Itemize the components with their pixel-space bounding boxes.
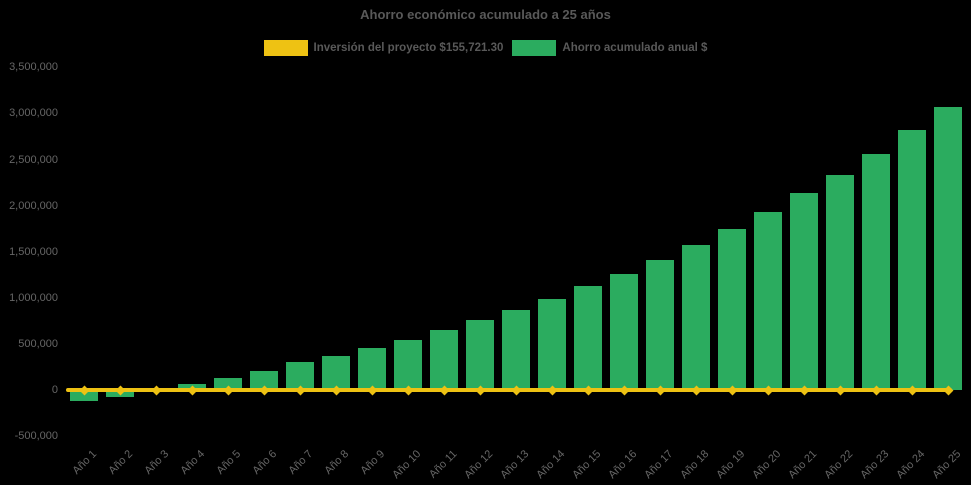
bar-ano-25[interactable] (934, 106, 962, 390)
y-axis-tick-label-1000000: 1,000,000 (9, 291, 58, 304)
x-axis-label-ano-2: Año 2 (106, 448, 136, 477)
bar-ano-10[interactable] (394, 339, 422, 390)
bar-ano-17[interactable] (646, 259, 674, 390)
line-marker-ano-3-icon[interactable] (151, 385, 161, 395)
bar-ano-6[interactable] (250, 370, 278, 390)
x-axis-label-ano-14: Año 14 (534, 448, 568, 482)
bar-ano-5[interactable] (214, 378, 242, 390)
bar-ano-15[interactable] (574, 285, 602, 390)
legend-label-savings: Ahorro acumulado anual $ (562, 42, 708, 54)
y-axis-tick-label-0: 0 (51, 384, 58, 396)
bar-ano-14[interactable] (538, 298, 566, 390)
x-axis-label-ano-9: Año 9 (358, 448, 388, 477)
y-axis-tick-label-2000000: 2,000,000 (9, 199, 58, 212)
x-axis-label-ano-16: Año 16 (606, 448, 640, 482)
legend-label-investment: Inversión del proyecto $155,721.30 (313, 42, 504, 54)
x-axis-label-ano-18: Año 18 (678, 448, 712, 482)
x-axis-label-ano-7: Año 7 (286, 448, 316, 477)
x-axis-label-ano-11: Año 11 (426, 448, 460, 481)
legend-swatch-savings-icon (512, 40, 557, 56)
x-axis-label-ano-13: Año 13 (498, 448, 532, 482)
bar-ano-13[interactable] (502, 309, 530, 390)
bar-ano-9[interactable] (358, 348, 386, 390)
x-axis-label-ano-1: Año 1 (70, 448, 100, 477)
x-axis-label-ano-10: Año 10 (390, 448, 424, 482)
bar-ano-21[interactable] (790, 192, 818, 390)
x-axis-label-ano-15: Año 15 (570, 448, 604, 482)
legend: Inversión del proyecto $155,721.30 Ahorr… (0, 40, 971, 56)
bar-ano-20[interactable] (754, 211, 782, 390)
x-axis-label-ano-23: Año 23 (858, 448, 892, 482)
investment-line (66, 388, 952, 392)
y-axis-tick-label--500000: -500,000 (14, 430, 58, 443)
legend-item-savings[interactable]: Ahorro acumulado anual $ (512, 40, 707, 56)
x-axis-label-ano-3: Año 3 (142, 448, 172, 477)
x-axis-label-ano-6: Año 6 (250, 448, 280, 477)
x-axis-label-ano-8: Año 8 (322, 448, 352, 477)
bar-ano-23[interactable] (862, 153, 890, 390)
chart-title: Ahorro económico acumulado a 25 años (360, 7, 611, 22)
bar-ano-24[interactable] (898, 130, 926, 390)
y-axis-tick-label-500000: 500,000 (18, 337, 58, 350)
bar-ano-16[interactable] (610, 273, 638, 390)
x-axis-label-ano-24: Año 24 (894, 448, 928, 482)
bar-ano-12[interactable] (466, 319, 494, 390)
x-axis-label-ano-22: Año 22 (822, 448, 856, 482)
x-axis-label-ano-5: Año 5 (214, 448, 244, 477)
x-axis-label-ano-25: Año 25 (930, 448, 964, 482)
x-axis-label-ano-20: Año 20 (750, 448, 784, 482)
bar-ano-11[interactable] (430, 330, 458, 390)
x-axis-label-ano-12: Año 12 (462, 448, 496, 482)
y-axis-tick-label-1500000: 1,500,000 (9, 245, 58, 258)
bar-ano-18[interactable] (682, 244, 710, 390)
y-axis-tick-label-2500000: 2,500,000 (9, 153, 58, 166)
x-axis-label-ano-17: Año 17 (642, 448, 676, 482)
legend-item-investment[interactable]: Inversión del proyecto $155,721.30 (263, 40, 504, 56)
y-axis-tick-label-3000000: 3,000,000 (9, 107, 58, 120)
x-axis-label-ano-4: Año 4 (178, 448, 208, 477)
bar-ano-8[interactable] (322, 356, 350, 390)
legend-swatch-investment-icon (263, 40, 308, 56)
bar-ano-19[interactable] (718, 228, 746, 390)
x-axis-label-ano-21: Año 21 (786, 448, 820, 482)
x-axis-label-ano-19: Año 19 (714, 448, 748, 482)
bar-ano-1[interactable] (70, 390, 98, 401)
bar-ano-22[interactable] (826, 174, 854, 390)
y-axis-tick-label-3500000: 3,500,000 (9, 61, 58, 74)
